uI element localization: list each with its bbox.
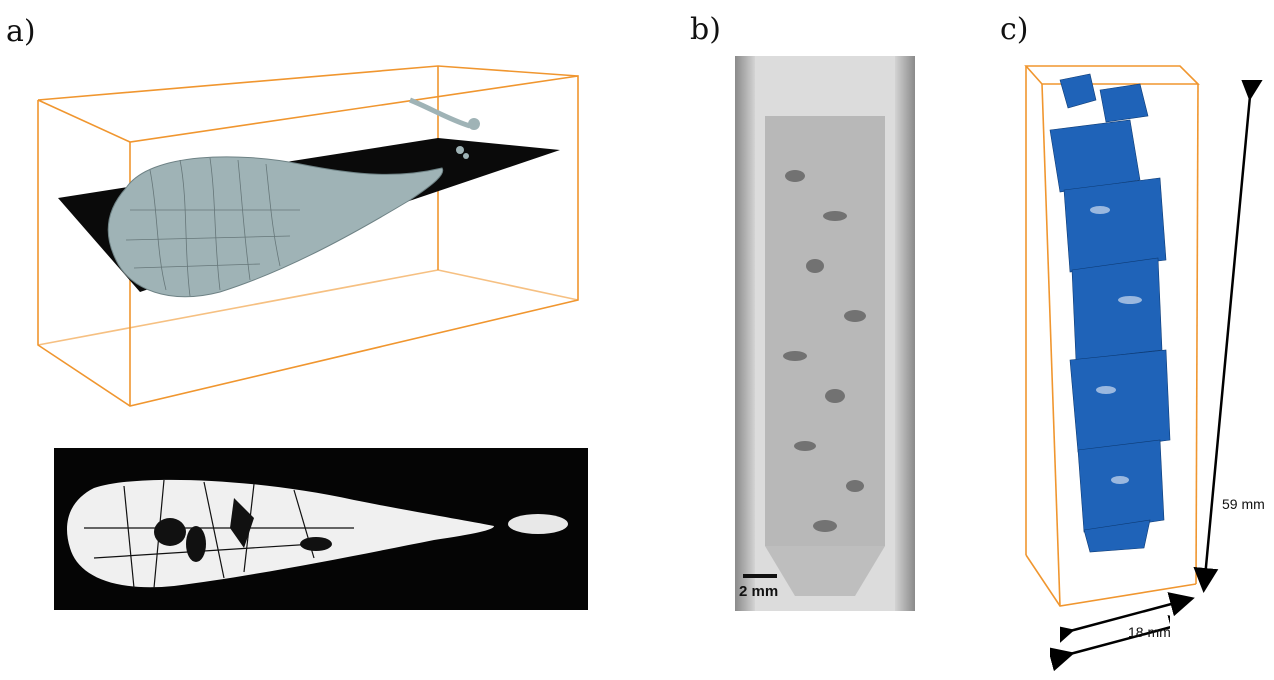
- width-arrow-overlay: [1060, 592, 1195, 645]
- scale-bar-label: 2 mm: [739, 583, 778, 600]
- panel-label-c: c): [1000, 12, 1029, 47]
- panel-b-radiograph: 2 mm: [735, 56, 915, 611]
- height-arrow-overlay: [1193, 80, 1265, 593]
- panel-a-slice-image: [54, 448, 588, 610]
- panel-c-particle-render: [1024, 65, 1200, 607]
- capsule-shape: [107, 156, 444, 298]
- panel-label-b: b): [690, 12, 721, 47]
- width-dimension-label: 18 mm: [1128, 624, 1171, 640]
- panel-a-3d-render: [37, 65, 579, 407]
- panel-label-a: a): [6, 14, 36, 49]
- height-dimension-label: 59 mm: [1222, 496, 1265, 512]
